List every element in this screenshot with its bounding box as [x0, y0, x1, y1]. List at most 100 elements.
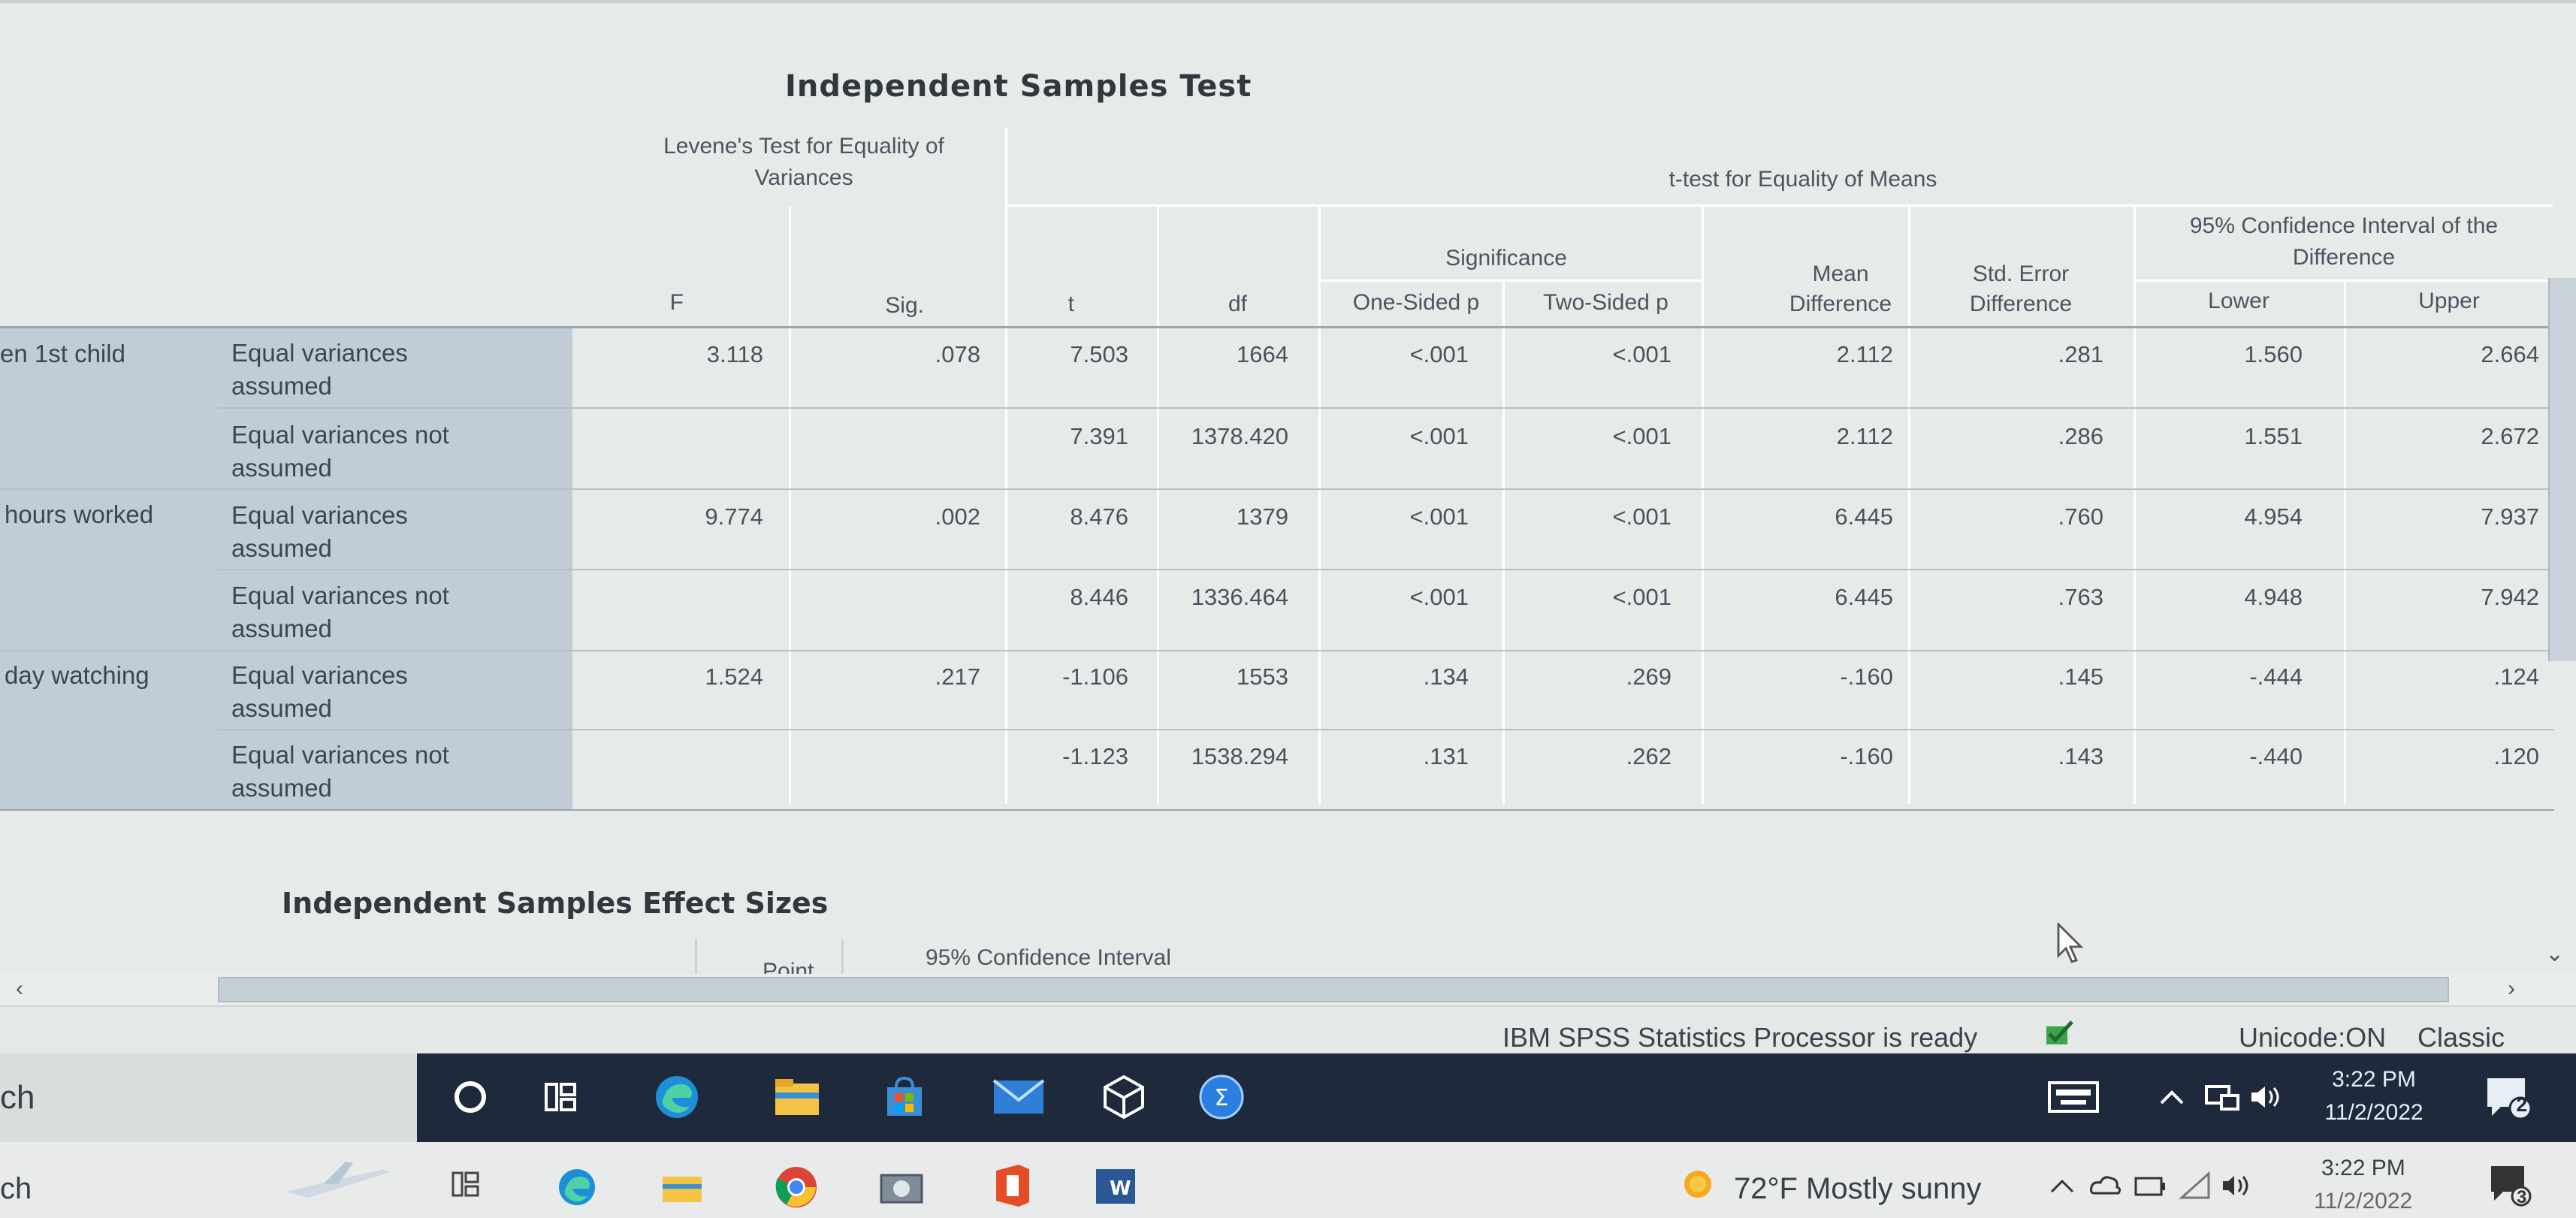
keyboard-icon[interactable] — [2043, 1070, 2103, 1124]
grid-line — [1318, 207, 1321, 804]
row-separator — [0, 650, 2554, 651]
grid-line — [2344, 282, 2346, 804]
file-explorer-icon[interactable] — [770, 1070, 824, 1124]
effect-sizes-title: Independent Samples Effect Sizes — [282, 887, 829, 920]
horizontal-scrollbar-thumb[interactable] — [218, 977, 2449, 1002]
cell-f: 3.118 — [706, 341, 763, 367]
output-viewer[interactable]: Independent Samples Test Levene's Test f… — [0, 0, 2576, 977]
cell-two-sided: <.001 — [1612, 503, 1672, 530]
table-bottom-line — [0, 809, 2554, 811]
row-label: Equal variances assumed — [231, 501, 408, 562]
unicode-status: Unicode:ON — [2239, 1022, 2387, 1053]
status-bar: IBM SPSS Statistics Processor is ready U… — [0, 1005, 2576, 1053]
row-separator — [218, 569, 2554, 570]
cell-t: -1.106 — [1062, 663, 1128, 690]
background-taskbar: ch W 72°F Mostly sunny 3:22 PM 11/2/2022… — [0, 1142, 2576, 1218]
mean-diff-header-line2: Difference — [1789, 292, 1892, 316]
network-icon[interactable] — [2201, 1070, 2243, 1124]
col-two-sided-header: Two-Sided p — [1543, 290, 1669, 315]
cell-lower: 4.954 — [2244, 503, 2303, 530]
group-label: day watching — [5, 661, 149, 689]
file-explorer-icon[interactable] — [661, 1171, 703, 1204]
se-diff-header-line2: Difference — [1969, 292, 2073, 316]
cell-se-diff: .281 — [2058, 341, 2103, 367]
cell-lower: 1.551 — [2244, 423, 2303, 449]
cell-two-sided: <.001 — [1612, 341, 1672, 367]
3d-viewer-icon[interactable] — [1097, 1070, 1151, 1124]
notification-center-icon[interactable]: 2 — [2479, 1070, 2539, 1124]
effect-col-ci: 95% Confidence Interval — [926, 945, 1171, 970]
cell-df: 1336.464 — [1191, 584, 1288, 610]
notification-count: 3 — [2517, 1187, 2527, 1207]
task-view-icon[interactable] — [533, 1070, 587, 1124]
notification-center-icon[interactable] — [2487, 1162, 2532, 1207]
mouse-cursor-icon — [2057, 923, 2084, 963]
scroll-right-icon[interactable]: › — [2508, 976, 2515, 1001]
cell-lower: 4.948 — [2244, 584, 2303, 610]
col-df-header: df — [1228, 292, 1247, 316]
chevron-up-icon[interactable] — [2049, 1177, 2075, 1195]
edge-icon[interactable] — [650, 1070, 704, 1124]
volume-icon[interactable] — [2246, 1070, 2288, 1124]
header-bottom-line — [0, 326, 2554, 328]
levene-header-line2: Variances — [754, 165, 853, 190]
cell-t: 8.446 — [1070, 584, 1128, 610]
search-text-fragment: ch — [0, 1172, 32, 1205]
levene-header-line1: Levene's Test for Equality of — [663, 134, 944, 159]
horizontal-scrollbar[interactable]: ‹ › — [0, 974, 2576, 1005]
col-sig-header: Sig. — [885, 293, 924, 318]
grid-line — [1908, 207, 1910, 804]
clock-date[interactable]: 11/2/2022 — [2324, 1100, 2423, 1125]
cell-t: 7.503 — [1070, 341, 1128, 367]
volume-icon[interactable] — [2221, 1172, 2254, 1199]
grid-line — [2134, 280, 2554, 282]
cell-one-sided: <.001 — [1409, 423, 1469, 449]
col-t-header: t — [1068, 292, 1074, 316]
clock-time[interactable]: 3:22 PM — [2332, 1067, 2416, 1092]
wifi-icon[interactable] — [2179, 1171, 2212, 1201]
taskbar-search-area[interactable]: ch — [0, 1053, 417, 1142]
clock-date[interactable]: 11/2/2022 — [2314, 1189, 2413, 1213]
scroll-down-icon[interactable]: ⌄ — [2545, 941, 2565, 966]
viewer-top-border — [0, 0, 2576, 3]
office-icon[interactable] — [992, 1163, 1034, 1208]
row-separator — [218, 729, 2554, 730]
cell-mean-diff: 6.445 — [1835, 584, 1893, 610]
store-icon[interactable] — [877, 1070, 932, 1124]
spss-icon[interactable]: Σ — [1194, 1070, 1249, 1124]
vertical-scrollbar-thumb[interactable] — [2548, 278, 2576, 661]
svg-text:Σ: Σ — [1215, 1085, 1229, 1111]
ci-header-line1: 95% Confidence Interval of the — [2189, 213, 2499, 238]
cell-f: 1.524 — [705, 663, 763, 690]
chrome-icon[interactable] — [774, 1165, 819, 1210]
cell-lower: -.440 — [2249, 743, 2303, 769]
mean-diff-header-line1: Mean — [1812, 261, 1869, 286]
battery-icon[interactable] — [2134, 1174, 2167, 1199]
clock-time[interactable]: 3:22 PM — [2321, 1156, 2405, 1180]
grid-line — [841, 939, 844, 977]
cortana-icon[interactable] — [443, 1070, 497, 1124]
cell-df: 1379 — [1237, 503, 1288, 530]
cell-t: -1.123 — [1062, 743, 1128, 769]
cell-upper: 7.942 — [2481, 584, 2539, 610]
significance-header: Significance — [1445, 246, 1567, 270]
cell-sig: .217 — [935, 663, 980, 690]
cell-df: 1378.420 — [1191, 423, 1288, 449]
row-separator — [218, 407, 2554, 409]
task-view-icon[interactable] — [451, 1171, 484, 1201]
weather-text[interactable]: 72°F Mostly sunny — [1734, 1172, 1982, 1205]
edge-icon[interactable] — [556, 1166, 598, 1208]
onedrive-icon[interactable] — [2088, 1172, 2122, 1199]
mail-icon[interactable] — [992, 1070, 1046, 1124]
row-label: Equal variances not assumed — [231, 421, 449, 482]
notification-count: 2 — [2516, 1093, 2527, 1116]
cell-se-diff: .760 — [2058, 503, 2103, 530]
cell-se-diff: .286 — [2058, 423, 2103, 449]
grid-line — [1005, 128, 1007, 804]
scroll-left-icon[interactable]: ‹ — [16, 976, 23, 1001]
cell-sig: .002 — [935, 503, 980, 530]
chevron-up-icon[interactable] — [2152, 1070, 2191, 1124]
camera-icon[interactable] — [879, 1168, 924, 1205]
word-icon[interactable]: W — [1093, 1166, 1138, 1207]
grid-line — [1318, 280, 1702, 282]
